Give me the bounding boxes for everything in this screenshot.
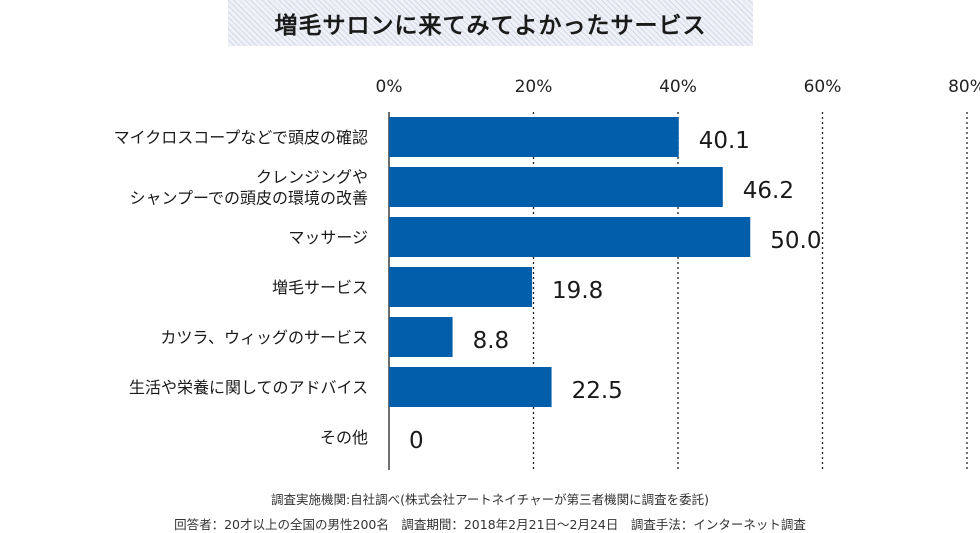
category-label: 増毛サービス <box>272 278 368 297</box>
data-label: 8.8 <box>473 328 510 354</box>
bar <box>389 317 453 357</box>
x-tick-label: 0% <box>376 77 403 97</box>
data-label: 0 <box>409 428 424 454</box>
survey-source-note: 調査実施機関:自社調べ(株式会社アートネイチャーが第三者機関に調査を委託) <box>270 492 710 507</box>
category-label: 生活や栄養に関してのアドバイス <box>129 378 368 397</box>
data-label: 40.1 <box>699 128 750 154</box>
survey-details-note: 回答者：20才以上の全国の男性200名 調査期間：2018年2月21日〜2月24… <box>174 517 806 532</box>
category-label: シャンプーでの頭皮の環境の改善 <box>129 189 368 208</box>
bar-chart: 0% 20% 40% 60% 80% 40.1 マイクロスコープなどで頭皮の確認 46.2 クレ… <box>114 77 980 470</box>
bar <box>389 267 533 307</box>
bar <box>389 367 552 407</box>
chart-title-banner: 増毛サロンに来てみてよかったサービス <box>228 0 753 46</box>
category-label: マッサージ <box>288 228 368 247</box>
x-tick-label: 40% <box>659 77 697 97</box>
category-label: マイクロスコープなどで頭皮の確認 <box>114 128 368 147</box>
data-label: 22.5 <box>572 378 623 404</box>
bar <box>389 217 751 257</box>
category-label: クレンジングや <box>256 168 368 187</box>
x-tick-label: 60% <box>804 77 842 97</box>
data-label: 46.2 <box>743 178 794 204</box>
category-label: カツラ、ウィッグのサービス <box>160 328 368 347</box>
bar <box>389 167 723 207</box>
x-tick-label: 20% <box>515 77 553 97</box>
bar <box>389 117 679 157</box>
x-tick-label: 80% <box>948 77 980 97</box>
data-label: 19.8 <box>552 278 603 304</box>
data-label: 50.0 <box>770 228 821 254</box>
category-label: その他 <box>320 428 368 447</box>
chart-title: 増毛サロンに来てみてよかったサービス <box>274 12 707 39</box>
